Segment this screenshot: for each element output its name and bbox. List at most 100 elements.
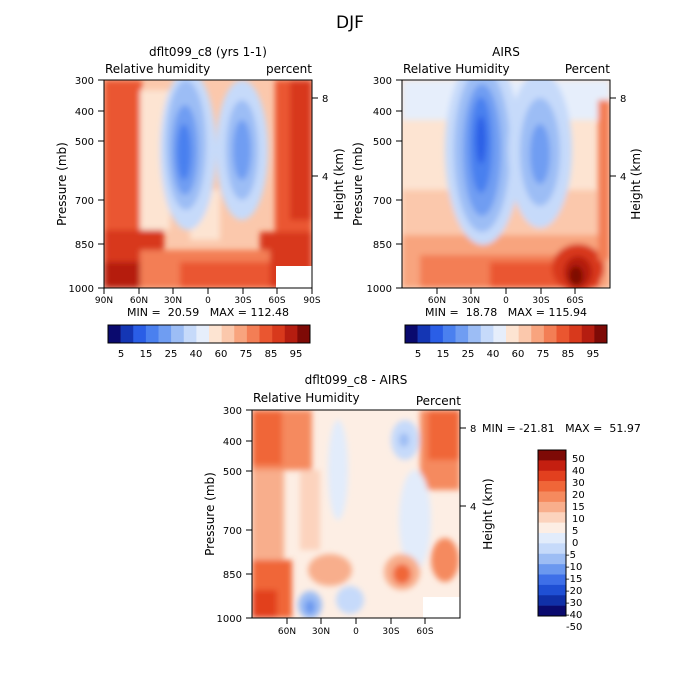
panel-diff-left-label: Relative Humidity	[253, 391, 360, 405]
panel-diff-colorbar-label: 30	[572, 478, 585, 489]
panel-model-xtick: 30S	[234, 296, 251, 306]
panel-model-ytick: 850	[75, 240, 94, 251]
panel-diff-title: dflt099_c8 - AIRS	[305, 373, 408, 387]
panel-model-left-label: Relative humidity	[105, 62, 210, 76]
panel-diff-colorbar-label: 50	[572, 454, 585, 465]
colorbar-swatch	[209, 325, 222, 343]
colorbar-swatch	[234, 325, 248, 343]
panel-model-field	[104, 80, 312, 288]
colorbar-swatch	[538, 522, 566, 534]
panel-diff-colorbar-label: 0	[572, 538, 578, 549]
panel-diff-colorbar-label: -10	[566, 562, 582, 573]
colorbar-frame	[404, 324, 608, 344]
colorbar-swatch	[405, 325, 418, 343]
panel-airs-y2tick: 4	[620, 172, 626, 183]
panel-diff-right-label: Percent	[416, 394, 461, 408]
panel-model-y2tick: 4	[322, 172, 328, 183]
panel-model-colorbar-label: 5	[118, 349, 124, 360]
panel-diff-colorbar-label: 5	[572, 526, 578, 537]
panel-model-y2tick: 8	[322, 94, 328, 105]
colorbar-swatch	[430, 325, 444, 343]
colorbar-frame	[107, 324, 311, 344]
panel-model-xtick: 60N	[130, 296, 148, 306]
panel-airs-xtick: 30S	[532, 296, 549, 306]
colorbar-swatch	[493, 325, 507, 343]
panel-model-colorbar-label: 95	[290, 349, 303, 360]
colorbar-swatch	[538, 460, 566, 472]
colorbar-swatch	[581, 325, 595, 343]
panel-model-colorbar-label: 40	[190, 349, 203, 360]
colorbar-swatch	[120, 325, 134, 343]
panel-airs-colorbar-label: 25	[462, 349, 475, 360]
colorbar-swatch	[538, 553, 566, 565]
colorbar-swatch	[480, 325, 494, 343]
colorbar-swatch	[221, 325, 235, 343]
panel-airs-colorbar-label: 15	[437, 349, 450, 360]
panel-diff-colorbar-label: 20	[572, 490, 585, 501]
panel-diff-xaxis: 60N 30N 0 30S 60S	[278, 618, 434, 637]
colorbar-swatch	[538, 605, 566, 617]
panel-model-colorbar-label: 75	[240, 349, 253, 360]
panel-airs-stats: MIN = 18.78 MAX = 115.94	[425, 306, 587, 319]
panel-diff-y2tick: 4	[470, 502, 476, 513]
panel-diff-y2axis: 8 4 Height (km)	[460, 424, 495, 550]
panel-model-y2axis: 8 4 Height (km)	[312, 94, 346, 220]
panel-diff-ytick: 700	[223, 526, 242, 537]
colorbar-swatch	[538, 564, 566, 575]
colorbar-swatch	[538, 574, 566, 586]
panel-model-y2label: Height (km)	[332, 148, 346, 219]
colorbar-swatch	[538, 501, 566, 513]
panel-model-xtick: 90N	[95, 296, 113, 306]
panel-airs-colorbar-label: 85	[562, 349, 575, 360]
panel-diff-ytick: 400	[223, 437, 242, 448]
panel-airs-colorbar: 5 15 25 40 60 75 85 95	[404, 324, 608, 360]
panel-airs-xtick: 60S	[566, 296, 583, 306]
colorbar-swatch	[538, 595, 566, 606]
panel-airs-y2axis: 8 4 Height (km)	[610, 94, 643, 220]
panel-diff: dflt099_c8 - AIRS Relative Humidity Perc…	[203, 373, 641, 637]
panel-airs-ytick: 700	[373, 196, 392, 207]
panel-diff-xtick: 30S	[382, 627, 399, 637]
panel-diff-xtick: 0	[353, 627, 359, 637]
panel-diff-colorbar-label: -15	[566, 574, 582, 585]
panel-airs-ytick: 850	[373, 240, 392, 251]
panel-diff-xtick: 60S	[416, 627, 433, 637]
panel-airs-title: AIRS	[492, 45, 520, 59]
panel-model-right-label: percent	[266, 62, 312, 76]
colorbar-swatch	[417, 325, 431, 343]
panel-model-ytick: 500	[75, 137, 94, 148]
colorbar-swatch	[196, 325, 210, 343]
panel-diff-colorbar-label: 40	[572, 466, 585, 477]
panel-airs-ylabel: Pressure (mb)	[351, 142, 365, 226]
panel-diff-field	[252, 410, 460, 618]
colorbar-swatch	[468, 325, 482, 343]
colorbar-swatch	[158, 325, 172, 343]
panel-airs-xtick: 30N	[462, 296, 480, 306]
panel-airs-left-label: Relative Humidity	[403, 62, 510, 76]
colorbar-swatch	[594, 325, 608, 343]
colorbar-swatch	[145, 325, 159, 343]
panel-diff-ytick: 850	[223, 570, 242, 581]
panel-model: dflt099_c8 (yrs 1-1) Relative humidity p…	[55, 45, 346, 360]
colorbar-swatch	[455, 325, 469, 343]
panel-airs-y2label: Height (km)	[629, 148, 643, 219]
panel-model-colorbar-label: 25	[165, 349, 178, 360]
colorbar-swatch	[538, 543, 566, 555]
colorbar-swatch	[569, 325, 583, 343]
panel-diff-colorbar-swatches	[537, 449, 567, 617]
panel-model-ytick: 700	[75, 196, 94, 207]
panel-airs-colorbar-label: 75	[537, 349, 550, 360]
colorbar-swatch	[538, 533, 566, 544]
panel-airs-xtick: 60N	[428, 296, 446, 306]
colorbar-swatch	[538, 481, 566, 492]
colorbar-swatch	[133, 325, 147, 343]
panel-airs-ytick: 500	[373, 137, 392, 148]
panel-model-title: dflt099_c8 (yrs 1-1)	[149, 45, 267, 59]
panel-airs-colorbar-label: 40	[487, 349, 500, 360]
colorbar-swatch	[538, 584, 566, 596]
panel-model-ytick: 300	[75, 76, 94, 87]
panel-airs: AIRS Relative Humidity Percent	[351, 45, 643, 360]
panel-diff-colorbar-label: -20	[566, 586, 582, 597]
panel-model-xtick: 30N	[164, 296, 182, 306]
